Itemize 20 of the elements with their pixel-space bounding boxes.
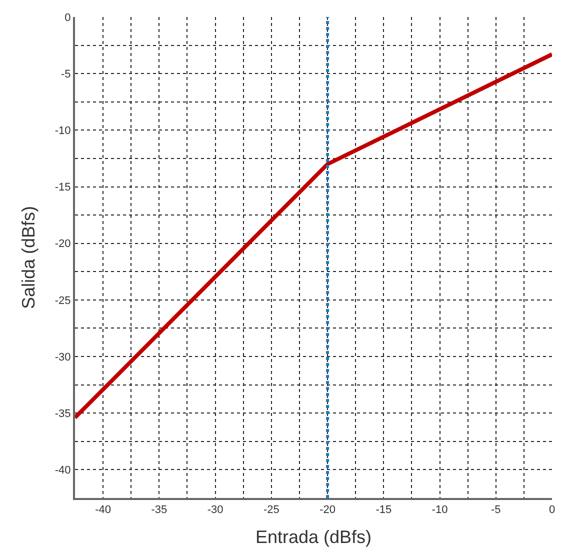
y-tick-label: -35 [54,408,71,420]
y-axis-title: Salida (dBfs) [18,206,39,310]
x-axis-title: Entrada (dBfs) [255,526,372,547]
x-tick-label: -35 [151,504,168,516]
x-tick-label: 0 [548,504,556,516]
y-tick-label: -10 [54,125,71,138]
x-tick-label: -30 [207,504,224,516]
y-tick-label: -5 [61,68,71,80]
y-tick-label: -15 [54,182,71,194]
y-tick-label: -40 [54,464,71,477]
y-tick-label: 0 [64,12,71,24]
y-tick-label: -25 [54,294,71,307]
y-tick-label: -20 [54,238,71,250]
x-tick-label: -40 [95,504,112,516]
x-tick-label: -25 [263,504,280,516]
x-tick-label: -20 [320,504,336,516]
y-tick-label: -30 [54,351,71,364]
x-tick-label: -5 [490,504,501,516]
x-tick-label: -10 [432,504,448,516]
x-tick-label: -15 [376,504,392,516]
